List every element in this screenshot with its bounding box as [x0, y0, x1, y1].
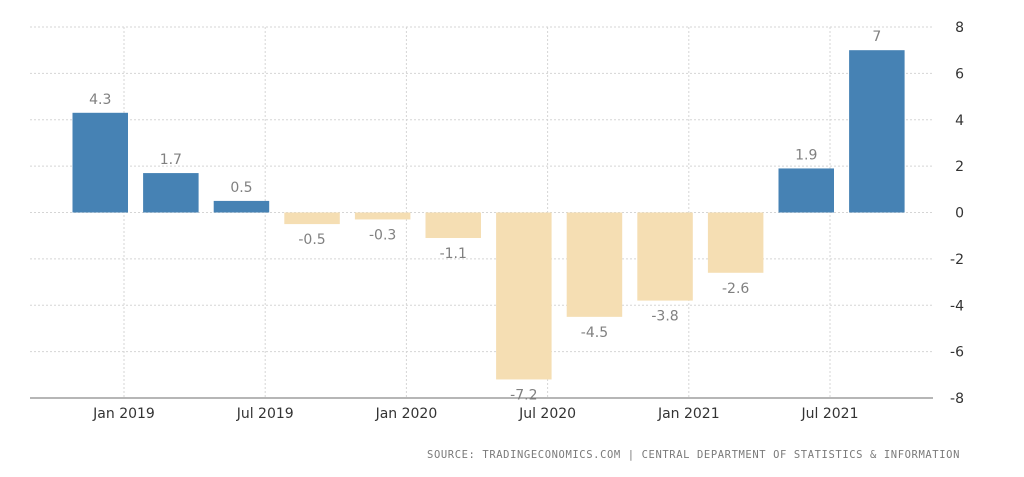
y-tick-label: -6: [950, 345, 964, 361]
source-note: SOURCE: TRADINGECONOMICS.COM | CENTRAL D…: [427, 449, 960, 461]
bar: [72, 112, 128, 213]
data-label: -4.5: [581, 325, 608, 341]
bar: [354, 212, 411, 220]
x-tick-label: Jan 2020: [375, 406, 438, 422]
data-label: -7.2: [510, 387, 537, 403]
bar: [213, 200, 270, 213]
x-tick-label: Jul 2020: [518, 406, 576, 422]
data-label: -2.6: [722, 281, 749, 297]
y-tick-label: -2: [950, 252, 964, 268]
bar-chart: 8 6 4 2 0 -2 -4 -6 -8 Jan 2019 Jul 2019 Jan 2020 Jul…: [30, 20, 964, 422]
bar: [778, 168, 834, 213]
x-tick-label: Jul 2019: [236, 406, 294, 422]
data-label: -3.8: [651, 309, 678, 325]
data-label: 1.9: [795, 147, 817, 163]
data-label: -0.5: [298, 232, 325, 248]
data-label: 1.7: [160, 152, 182, 168]
data-label: 0.5: [230, 180, 252, 196]
bar: [707, 212, 764, 273]
y-tick-label: -4: [950, 298, 964, 314]
bar: [496, 212, 552, 380]
data-label: -1.1: [440, 246, 467, 262]
bar: [143, 173, 199, 213]
bar: [425, 212, 481, 239]
x-tick-label: Jan 2019: [92, 406, 155, 422]
x-tick-label: Jan 2021: [657, 406, 720, 422]
x-tick-label: Jul 2021: [801, 406, 859, 422]
y-tick-label: -8: [950, 391, 964, 407]
bar: [566, 212, 623, 317]
y-tick-label: 0: [955, 206, 964, 222]
data-label: 4.3: [89, 92, 111, 108]
y-tick-label: 2: [955, 159, 964, 175]
bar: [637, 212, 693, 301]
data-label: -0.3: [369, 227, 396, 243]
data-label: 7: [872, 29, 881, 45]
y-tick-label: 4: [955, 113, 964, 129]
y-tick-label: 8: [955, 20, 964, 36]
y-tick-label: 6: [955, 66, 964, 82]
bar: [849, 50, 905, 213]
bar: [284, 212, 340, 225]
